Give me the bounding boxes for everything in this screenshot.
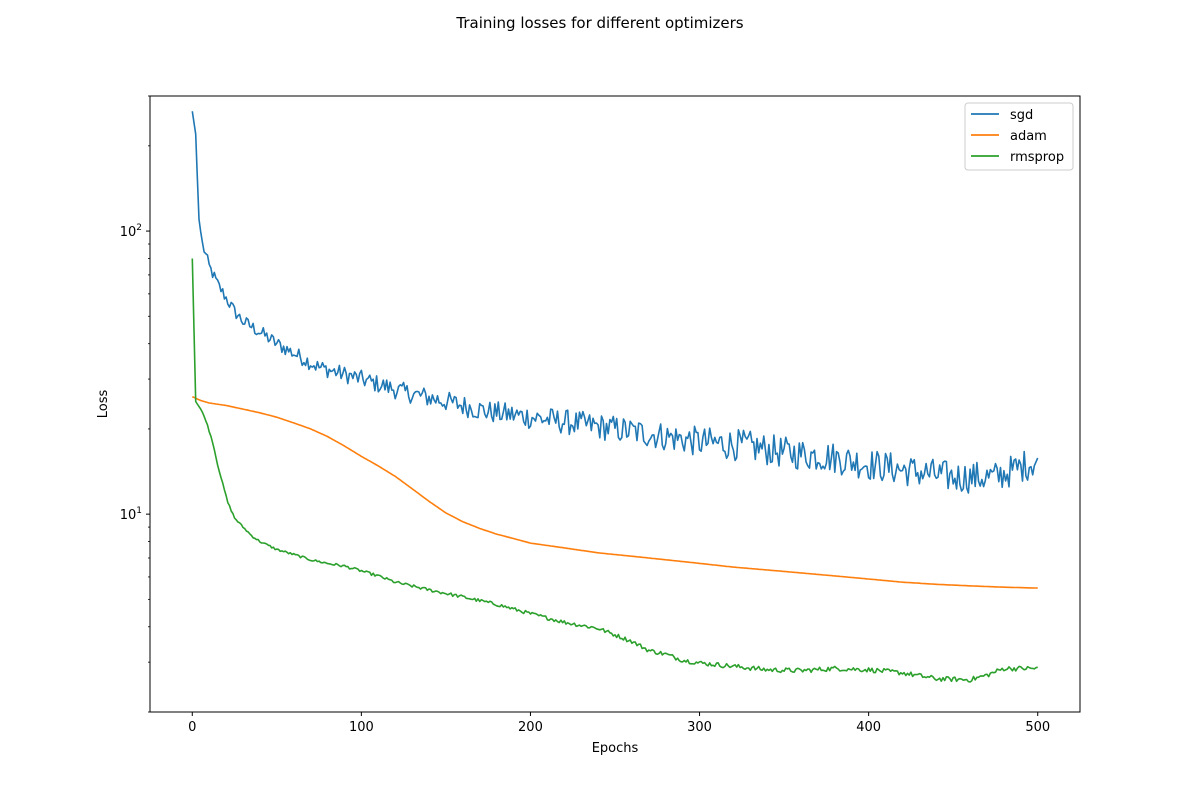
legend: sgd adam rmsprop [964,102,1074,171]
plot-frame [149,95,1081,713]
x-tick-label: 400 [856,720,881,735]
x-tick-label: 200 [518,720,543,735]
x-axis: 0 100 200 300 400 500 [188,712,1050,735]
y-axis-label: Loss [96,390,111,419]
x-tick-label: 0 [188,720,196,735]
series-line-adam [191,395,1038,589]
series-line-sgd [191,111,1039,494]
x-tick-label: 500 [1025,720,1050,735]
y-tick-label: 101 [120,506,142,523]
series-line-rmsprop [191,258,1038,683]
legend-box [964,102,1074,171]
y-tick-label: 102 [120,223,142,240]
legend-label-adam: adam [1010,129,1047,144]
chart-title: Training losses for different optimizers [455,14,743,32]
x-tick-label: 100 [349,720,374,735]
y-axis: 101 102 [120,95,150,713]
legend-label-rmsprop: rmsprop [1010,150,1064,165]
x-tick-label: 300 [687,720,712,735]
x-axis-label: Epochs [592,741,639,756]
plot-lines [191,111,1039,683]
legend-label-sgd: sgd [1010,108,1033,123]
